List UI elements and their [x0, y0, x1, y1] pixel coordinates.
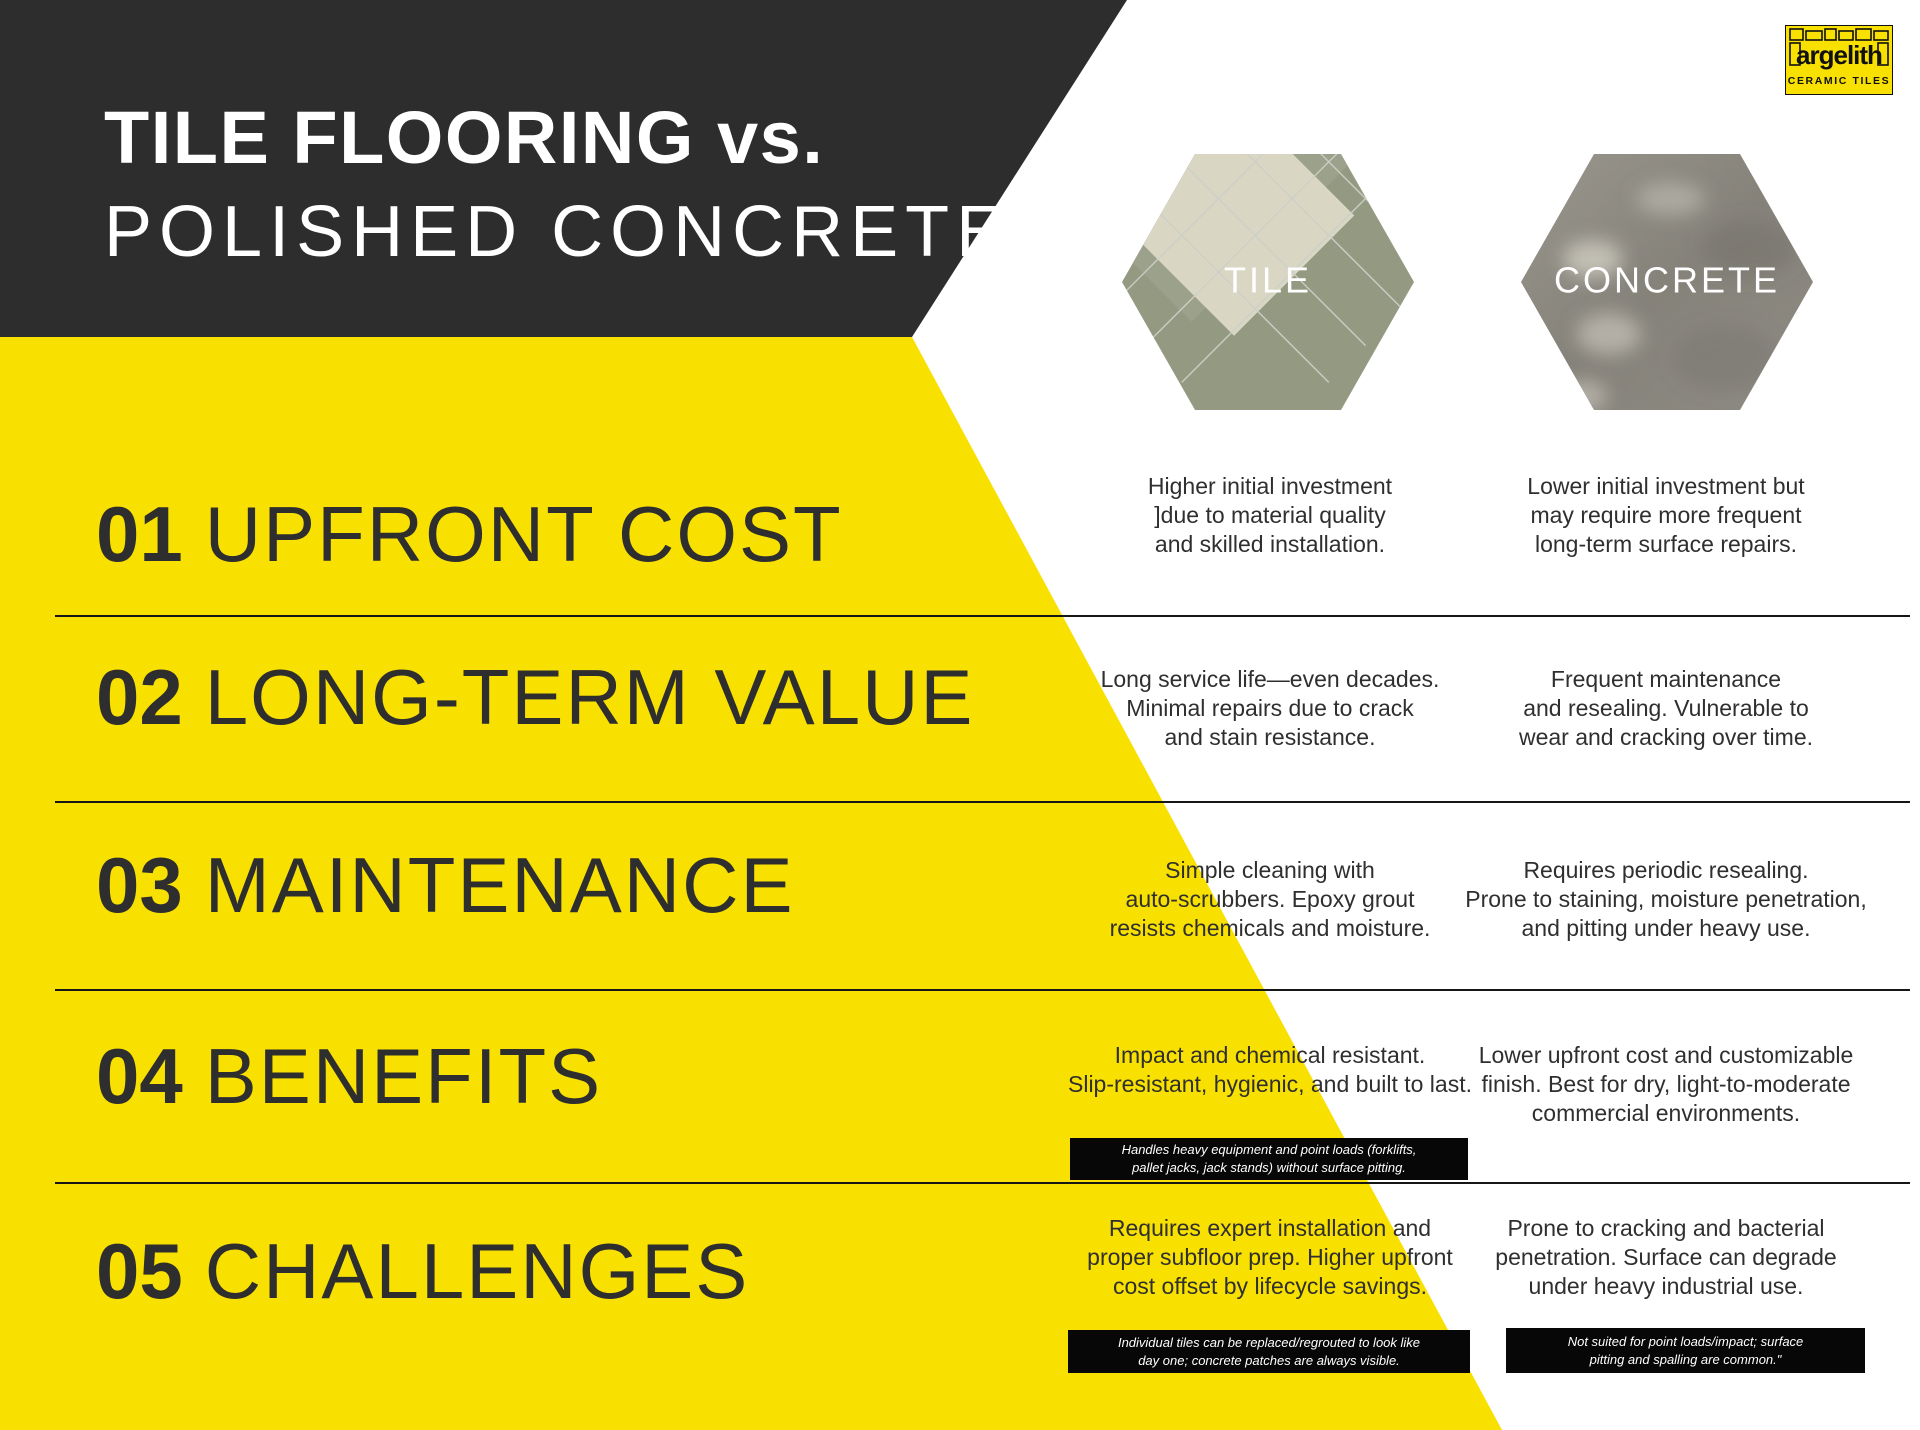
- logo-tagline-text: CERAMIC TILES: [1788, 75, 1890, 87]
- tile-hexagon-graphic: [1122, 154, 1414, 410]
- concrete-hexagon-label: CONCRETE: [1553, 259, 1780, 301]
- tile-hexagon: TILE: [1122, 154, 1414, 410]
- divider-line-4: [55, 1182, 1910, 1184]
- concrete-hexagon-graphic: [1521, 154, 1813, 410]
- section-01-number: 01: [96, 490, 183, 578]
- concrete-description-challenges: Prone to cracking and bacterial penetrat…: [1495, 1215, 1837, 1299]
- divider-line-1: [55, 615, 1910, 617]
- tile-description-challenges: Requires expert installation and proper …: [1087, 1215, 1453, 1299]
- concrete-description-long-term-value: Frequent maintenance and resealing. Vuln…: [1518, 666, 1813, 750]
- concrete-description-maintenance: Requires periodic resealing. Prone to st…: [1465, 857, 1867, 941]
- concrete-description-benefits: Lower upfront cost and customizable fini…: [1478, 1042, 1854, 1126]
- section-02-number: 02: [96, 653, 183, 741]
- section-04-number: 04: [96, 1032, 183, 1120]
- concrete-challenges-callout-bar: Not suited for point loads/impact; surfa…: [1506, 1328, 1865, 1373]
- section-04-header: 04 BENEFITS: [96, 1036, 602, 1139]
- section-03-number: 03: [96, 841, 183, 929]
- page-title-line1: TILE FLOORING vs.: [104, 96, 825, 179]
- section-05-title: CHALLENGES: [204, 1227, 750, 1315]
- tile-challenges-callout-bar: Individual tiles can be replaced/regrout…: [1068, 1330, 1470, 1373]
- section-02-header: 02 LONG-TERM VALUE: [96, 657, 974, 760]
- divider-line-2: [55, 801, 1910, 803]
- section-05-number: 05: [96, 1227, 183, 1315]
- page-title-line2: POLISHED CONCRETE: [104, 192, 1012, 272]
- section-04-title: BENEFITS: [204, 1032, 603, 1120]
- section-03-header: 03 MAINTENANCE: [96, 845, 794, 948]
- divider-line-3: [55, 989, 1910, 991]
- concrete-hexagon: CONCRETE: [1521, 154, 1813, 410]
- section-01-title: UPFRONT COST: [204, 490, 843, 578]
- brand-logo: argelith CERAMIC TILES: [1784, 24, 1894, 96]
- tile-hexagon-label: TILE: [1223, 259, 1313, 301]
- tile-description-long-term-value: Long service life—even decades. Minimal …: [1100, 666, 1440, 750]
- section-03-title: MAINTENANCE: [204, 841, 795, 929]
- section-02-title: LONG-TERM VALUE: [204, 653, 975, 741]
- tile-description-maintenance: Simple cleaning with auto-scrubbers. Epo…: [1109, 857, 1431, 941]
- concrete-description-upfront-cost: Lower initial investment but may require…: [1527, 473, 1805, 557]
- argelith-logo-graphic: argelith CERAMIC TILES: [1784, 24, 1894, 96]
- section-05-header: 05 CHALLENGES: [96, 1231, 749, 1334]
- tile-description-upfront-cost: Higher initial investment ]due to materi…: [1147, 473, 1393, 557]
- logo-brand-text: argelith: [1796, 40, 1882, 70]
- section-01-header: 01 UPFRONT COST: [96, 494, 843, 597]
- tile-benefits-callout-bar: Handles heavy equipment and point loads …: [1070, 1138, 1468, 1180]
- tile-description-benefits: Impact and chemical resistant. Slip-resi…: [1068, 1042, 1472, 1097]
